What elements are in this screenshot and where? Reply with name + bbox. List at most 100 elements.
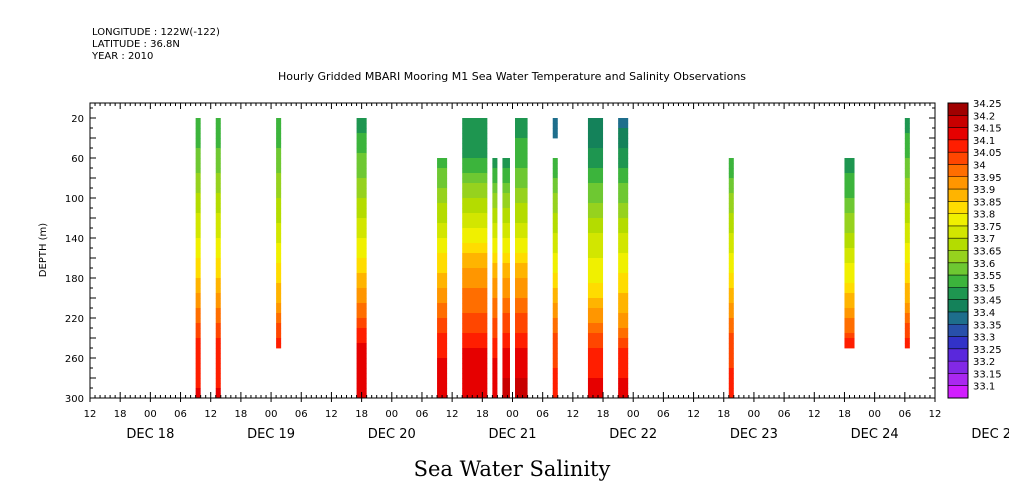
salinity-cell xyxy=(904,328,910,334)
salinity-cell xyxy=(552,213,558,219)
salinity-cell xyxy=(728,388,734,394)
salinity-cell xyxy=(904,203,910,209)
salinity-cell xyxy=(462,313,488,319)
salinity-cell xyxy=(728,383,734,389)
salinity-cell xyxy=(195,123,201,129)
salinity-cell xyxy=(502,368,510,374)
salinity-cell xyxy=(552,328,558,334)
salinity-cell xyxy=(437,293,448,299)
salinity-cell xyxy=(552,223,558,229)
salinity-cell xyxy=(515,288,528,294)
salinity-cell xyxy=(437,353,448,359)
salinity-cell xyxy=(904,238,910,244)
salinity-cell xyxy=(195,373,201,379)
salinity-cell xyxy=(462,328,488,334)
salinity-cell xyxy=(276,268,282,274)
salinity-cell xyxy=(844,338,855,344)
salinity-cell xyxy=(462,278,488,284)
salinity-cell xyxy=(356,198,367,204)
salinity-cell xyxy=(437,308,448,314)
salinity-cell xyxy=(552,273,558,279)
salinity-cell xyxy=(904,163,910,169)
salinity-cell xyxy=(904,183,910,189)
salinity-cell xyxy=(844,333,855,339)
salinity-cell xyxy=(437,303,448,309)
salinity-cell xyxy=(437,338,448,344)
salinity-cell xyxy=(904,248,910,254)
salinity-cell xyxy=(462,208,488,214)
salinity-cell xyxy=(492,358,498,364)
salinity-cell xyxy=(618,293,629,299)
salinity-cell xyxy=(552,343,558,349)
salinity-cell xyxy=(618,193,629,199)
salinity-cell xyxy=(195,258,201,264)
salinity-cell xyxy=(552,228,558,234)
y-tick-label: 180 xyxy=(65,274,84,285)
salinity-cell xyxy=(462,323,488,329)
salinity-cell xyxy=(502,353,510,359)
salinity-cell xyxy=(515,198,528,204)
salinity-cell xyxy=(587,328,604,334)
salinity-cell xyxy=(587,258,604,264)
salinity-cell xyxy=(195,338,201,344)
salinity-cell xyxy=(587,118,604,124)
salinity-cell xyxy=(728,213,734,219)
salinity-cell xyxy=(904,278,910,284)
salinity-cell xyxy=(587,383,604,389)
salinity-cell xyxy=(356,188,367,194)
salinity-cell xyxy=(515,248,528,254)
salinity-cell xyxy=(462,268,488,274)
salinity-cell xyxy=(844,258,855,264)
salinity-cell xyxy=(276,248,282,254)
salinity-cell xyxy=(587,173,604,179)
salinity-cell xyxy=(844,328,855,334)
salinity-cell xyxy=(195,248,201,254)
salinity-cell xyxy=(356,288,367,294)
axes: 12 18 00 06 12 18 00 06 12 18 00 06 12 18 00 06 12 18 00 06… xyxy=(65,103,1009,442)
salinity-cell xyxy=(215,353,221,359)
salinity-cell xyxy=(728,293,734,299)
salinity-cell xyxy=(437,218,448,224)
salinity-cell xyxy=(356,273,367,279)
salinity-cell xyxy=(492,168,498,174)
salinity-cell xyxy=(728,183,734,189)
salinity-cell xyxy=(437,368,448,374)
colorbar-swatch xyxy=(948,348,968,362)
salinity-cell xyxy=(462,308,488,314)
salinity-cell xyxy=(587,348,604,354)
salinity-cell xyxy=(904,128,910,134)
salinity-cell xyxy=(195,308,201,314)
salinity-cell xyxy=(904,268,910,274)
salinity-cell xyxy=(437,198,448,204)
salinity-cell xyxy=(515,303,528,309)
salinity-cell xyxy=(215,343,221,349)
salinity-cell xyxy=(492,313,498,319)
salinity-cell xyxy=(515,293,528,299)
salinity-cell xyxy=(618,173,629,179)
salinity-cell xyxy=(276,188,282,194)
salinity-cell xyxy=(552,173,558,179)
salinity-cell xyxy=(195,218,201,224)
salinity-cell xyxy=(587,293,604,299)
salinity-cell xyxy=(356,263,367,269)
salinity-cell xyxy=(904,138,910,144)
salinity-cell xyxy=(462,118,488,124)
salinity-cell xyxy=(728,273,734,279)
salinity-cell xyxy=(587,238,604,244)
salinity-cell xyxy=(552,123,558,129)
salinity-cell xyxy=(502,378,510,384)
salinity-cell xyxy=(492,253,498,259)
salinity-cell xyxy=(215,348,221,354)
colorbar-label: 34 xyxy=(973,160,986,171)
salinity-cell xyxy=(552,238,558,244)
x-tick-label: 18 xyxy=(355,409,368,420)
salinity-cell xyxy=(492,373,498,379)
colorbar-swatch xyxy=(948,311,968,325)
profile-column xyxy=(502,158,510,399)
salinity-cell xyxy=(552,348,558,354)
salinity-cell xyxy=(515,298,528,304)
salinity-cell xyxy=(515,318,528,324)
salinity-cell xyxy=(276,278,282,284)
salinity-cell xyxy=(492,178,498,184)
salinity-cell xyxy=(502,348,510,354)
